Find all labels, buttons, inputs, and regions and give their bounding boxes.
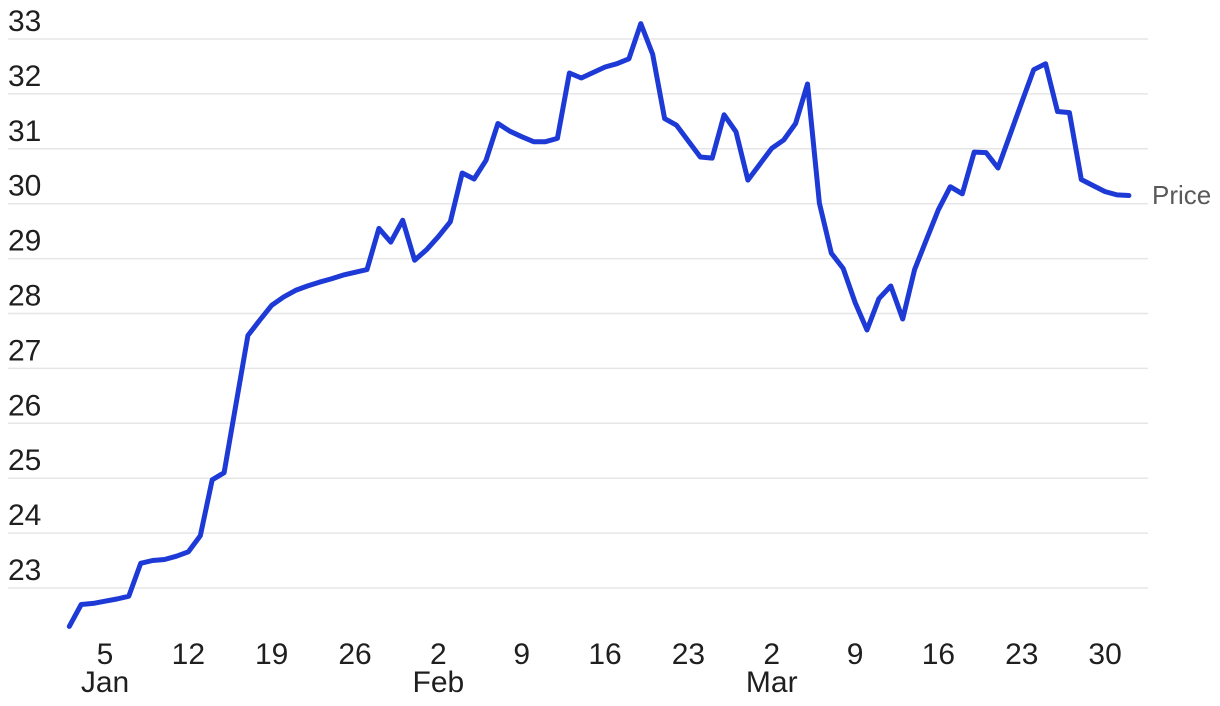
x-tick-label-feb-16: 16 (588, 638, 621, 671)
series-label-price: Price (1152, 180, 1211, 210)
price-line (66, 21, 1132, 629)
month-label-mar: Mar (746, 666, 798, 699)
x-tick-label-jan-5: 5 (97, 638, 114, 671)
x-tick-label-mar-9: 9 (847, 638, 864, 671)
x-tick-label-jan-12: 12 (172, 638, 205, 671)
x-tick-label-mar-16: 16 (922, 638, 955, 671)
month-label-jan: Jan (81, 666, 129, 699)
y-axis-labels: 23 24 25 26 27 28 29 30 31 32 33 (8, 5, 41, 587)
y-tick-label-25: 25 (8, 444, 41, 477)
x-tick-label-feb-9: 9 (513, 638, 530, 671)
month-label-feb: Feb (413, 666, 465, 699)
x-tick-label-feb-23: 23 (672, 638, 705, 671)
x-tick-label-jan-26: 26 (338, 638, 371, 671)
x-tick-label-mar-30: 30 (1088, 638, 1121, 671)
y-tick-label-31: 31 (8, 115, 41, 148)
gridlines (8, 38, 1148, 589)
x-tick-label-jan-19: 19 (255, 638, 288, 671)
y-tick-label-32: 32 (8, 60, 41, 93)
x-tick-label-feb-2: 2 (430, 638, 447, 671)
x-axis-month-labels: Jan Feb Mar (81, 666, 798, 699)
x-tick-label-mar-2: 2 (763, 638, 780, 671)
price-series (66, 21, 1132, 629)
y-tick-label-27: 27 (8, 334, 41, 367)
y-tick-label-24: 24 (8, 499, 41, 532)
y-tick-label-29: 29 (8, 225, 41, 258)
y-tick-label-26: 26 (8, 389, 41, 422)
x-axis-labels: 5 12 19 26 2 9 16 23 2 9 16 23 30 (97, 638, 1122, 671)
y-tick-label-23: 23 (8, 554, 41, 587)
y-tick-label-33: 33 (8, 5, 41, 38)
y-tick-label-30: 30 (8, 170, 41, 203)
y-tick-label-28: 28 (8, 280, 41, 313)
x-tick-label-mar-23: 23 (1005, 638, 1038, 671)
